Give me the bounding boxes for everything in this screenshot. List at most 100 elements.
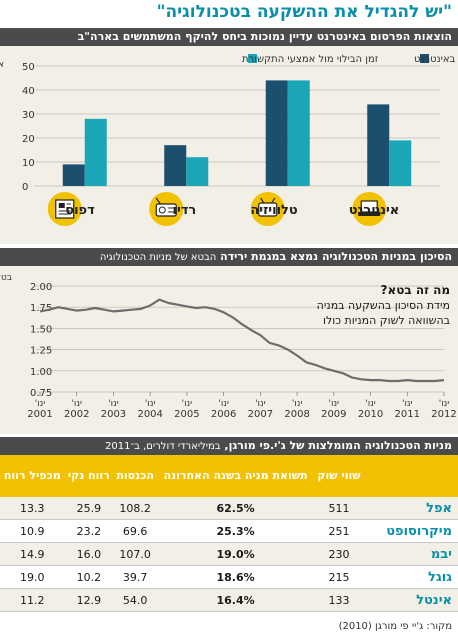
stocks-table: שווי שוק תשואת מניה בשנה האחרונה הכנסות … (0, 455, 458, 612)
col-market-cap: שווי שוק (314, 455, 364, 497)
beta-callout: מה זה בטא? מידת הסיכון בהשקעה במניה בהשו… (300, 283, 450, 328)
line-x-tick-year: 2007 (248, 409, 273, 420)
table-row: גוגל 215 18.6% 39.7 10.2 19.0 (0, 565, 458, 589)
callout-line-2: בהשוואה לשוק המניות כולו (322, 314, 450, 327)
line-x-tick-year: 2008 (284, 409, 309, 420)
bar-y-tick: 0 (22, 182, 28, 193)
line-x-tick-month: ינו' (108, 399, 119, 409)
company-name: יבמ (364, 542, 458, 566)
revenue: 39.7 (113, 565, 158, 589)
table-row: אפל 511 62.5% 108.2 25.9 13.3 (0, 497, 458, 520)
bar-ad-spend (265, 80, 288, 186)
stocks-table-wrap: שווי שוק תשואת מניה בשנה האחרונה הכנסות … (0, 455, 458, 612)
bar-time-spent (287, 80, 310, 186)
line-x-tick-month: ינו' (182, 399, 193, 409)
line-y-tick: 1.75 (30, 303, 52, 314)
bar-category-label: טלוויזיה (250, 203, 298, 218)
line-x-tick-month: ינו' (439, 399, 450, 409)
line-x-tick-year: 2005 (174, 409, 199, 420)
company-name: גוגל (364, 565, 458, 589)
net-profit: 23.2 (64, 519, 114, 543)
net-profit: 16.0 (64, 542, 114, 566)
pe-ratio: 13.3 (0, 497, 65, 520)
company-name: אינטל (364, 588, 458, 612)
page-title: "יש להגדיל את ההשקעה בטכנולוגיה" (156, 2, 452, 22)
bar-time-spent (84, 118, 107, 186)
stock-return: 16.4% (157, 588, 315, 612)
col-company (364, 455, 458, 497)
net-profit: 10.2 (64, 565, 114, 589)
table-row: אינטל 133 16.4% 54.0 12.9 11.2 (0, 588, 458, 612)
net-profit: 25.9 (64, 497, 114, 520)
section3-title: מניות הטכנולוגיה המומלצות של ג'י.פי מורג… (228, 439, 452, 452)
bar-legend: הוצאות פרסום באינטרנט זמן הבילוי מול אמצע… (242, 54, 458, 65)
bar-category-label: רדיו (172, 203, 196, 218)
section3-header: מניות הטכנולוגיה המומלצות של ג'י.פי מורג… (0, 437, 458, 455)
legend-label-time: זמן הבילוי מול אמצעי התקשורת (242, 54, 379, 65)
revenue: 69.6 (113, 519, 158, 543)
market-cap: 230 (314, 542, 364, 566)
line-x-tick-year: 2001 (27, 409, 52, 420)
pe-ratio: 19.0 (0, 565, 65, 589)
callout-line-1: מידת הסיכון בהשקעה במניה (316, 299, 450, 312)
bar-y-tick: 10 (22, 158, 35, 169)
line-x-tick-year: 2009 (321, 409, 346, 420)
radio-icon (149, 192, 184, 226)
line-chart: בטא0.751.001.251.501.752.00ינו'2001ינו'2… (0, 273, 457, 420)
section2-header: הסיכון במניות הטכנולוגיה נמצא במגמת יריד… (0, 248, 458, 266)
col-net-profit: רווח נקי (64, 455, 114, 497)
bar-ad-spend (62, 164, 85, 186)
bar-ad-spend (367, 104, 390, 186)
line-y-tick: 1.50 (30, 324, 52, 335)
line-x-tick-year: 2010 (358, 409, 383, 420)
legend-swatch-time (248, 54, 257, 63)
line-y-axis-label: בטא (0, 273, 12, 283)
line-x-tick-month: ינו' (35, 399, 46, 409)
bar-y-tick: 30 (22, 110, 35, 121)
bar-y-tick: 20 (22, 134, 35, 145)
line-chart-panel: בטא0.751.001.251.501.752.00ינו'2001ינו'2… (0, 266, 458, 434)
line-x-tick-year: 2003 (101, 409, 126, 420)
section3-subtitle: במיליארדי דולרים, ב־2011 (105, 441, 221, 452)
col-pe: מכפיל רווח (0, 455, 65, 497)
table-header-row: שווי שוק תשואת מניה בשנה האחרונה הכנסות … (0, 455, 458, 497)
bar-time-spent (389, 140, 412, 186)
beta-series-line (39, 298, 445, 383)
pe-ratio: 14.9 (0, 542, 65, 566)
bar-chart: הוצאות פרסום באינטרנט זמן הבילוי מול אמצע… (0, 54, 458, 226)
line-x-tick-year: 2012 (431, 409, 456, 420)
bar-category-label: אינטרנט (349, 203, 400, 218)
line-x-tick-month: ינו' (292, 399, 303, 409)
company-name: אפל (364, 497, 458, 520)
laptop-icon (352, 192, 387, 226)
table-row: מיקרוסופט 251 25.3% 69.6 23.2 10.9 (0, 519, 458, 543)
line-x-tick-month: ינו' (365, 399, 376, 409)
source-note: מקור: ג'יי פי מורגן (2010) (338, 621, 452, 632)
line-x-tick-year: 2002 (64, 409, 89, 420)
stock-return: 62.5% (157, 497, 315, 520)
line-x-tick-month: ינו' (218, 399, 229, 409)
line-y-tick: 2.00 (30, 282, 52, 293)
col-revenue: הכנסות (113, 455, 158, 497)
bar-ad-spend (164, 145, 187, 186)
market-cap: 511 (314, 497, 364, 520)
callout-title: מה זה בטא? (380, 283, 451, 297)
revenue: 54.0 (113, 588, 158, 612)
bar-y-tick: 40 (22, 86, 35, 97)
line-x-tick-year: 2006 (211, 409, 236, 420)
stock-return: 18.6% (157, 565, 315, 589)
line-x-tick-month: ינו' (329, 399, 340, 409)
bar-category-label: דפוס (65, 203, 95, 218)
bar-y-axis-label: אחוזים (0, 60, 4, 70)
legend-swatch-ad (420, 54, 429, 63)
bar-y-tick: 50 (22, 62, 35, 73)
line-x-tick-month: ינו' (402, 399, 413, 409)
market-cap: 251 (314, 519, 364, 543)
stock-return: 19.0% (157, 542, 315, 566)
company-name: מיקרוסופט (364, 519, 458, 543)
pe-ratio: 10.9 (0, 519, 65, 543)
table-row: יבמ 230 19.0% 107.0 16.0 14.9 (0, 542, 458, 566)
line-x-tick-year: 2011 (395, 409, 420, 420)
line-x-tick-month: ינו' (255, 399, 266, 409)
